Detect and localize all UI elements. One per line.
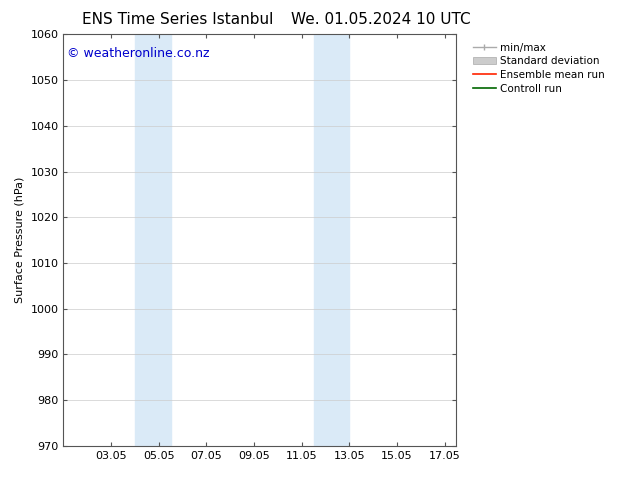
- Text: © weatheronline.co.nz: © weatheronline.co.nz: [67, 47, 210, 60]
- Text: We. 01.05.2024 10 UTC: We. 01.05.2024 10 UTC: [290, 12, 470, 27]
- Bar: [135, 34, 171, 446]
- Text: ENS Time Series Istanbul: ENS Time Series Istanbul: [82, 12, 273, 27]
- Legend: min/max, Standard deviation, Ensemble mean run, Controll run: min/max, Standard deviation, Ensemble me…: [470, 40, 607, 97]
- Bar: [314, 34, 349, 446]
- Y-axis label: Surface Pressure (hPa): Surface Pressure (hPa): [15, 177, 25, 303]
